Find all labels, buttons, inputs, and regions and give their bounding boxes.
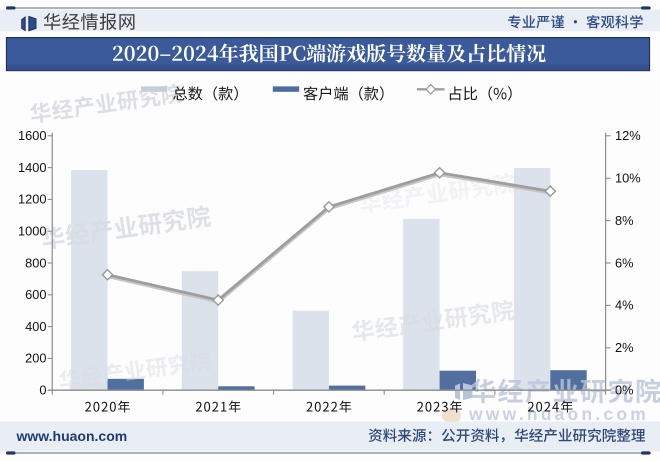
- svg-text:400: 400: [25, 319, 46, 334]
- svg-text:1400: 1400: [18, 160, 46, 175]
- svg-text:200: 200: [25, 351, 46, 366]
- svg-text:1600: 1600: [18, 128, 46, 143]
- svg-text:12%: 12%: [615, 128, 641, 143]
- svg-text:www.huaon.com: www.huaon.com: [16, 428, 128, 444]
- svg-text:1200: 1200: [18, 192, 46, 207]
- svg-text:8%: 8%: [615, 213, 634, 228]
- svg-text:600: 600: [25, 287, 46, 302]
- svg-text:10%: 10%: [615, 171, 641, 186]
- svg-text:0: 0: [39, 383, 46, 398]
- svg-text:0%: 0%: [615, 383, 634, 398]
- svg-text:2%: 2%: [615, 340, 634, 355]
- svg-text:4%: 4%: [615, 298, 634, 313]
- svg-text:1000: 1000: [18, 224, 46, 239]
- svg-text:6%: 6%: [615, 255, 634, 270]
- svg-text:www.huaon.com: www.huaon.com: [468, 404, 649, 424]
- svg-text:800: 800: [25, 255, 46, 270]
